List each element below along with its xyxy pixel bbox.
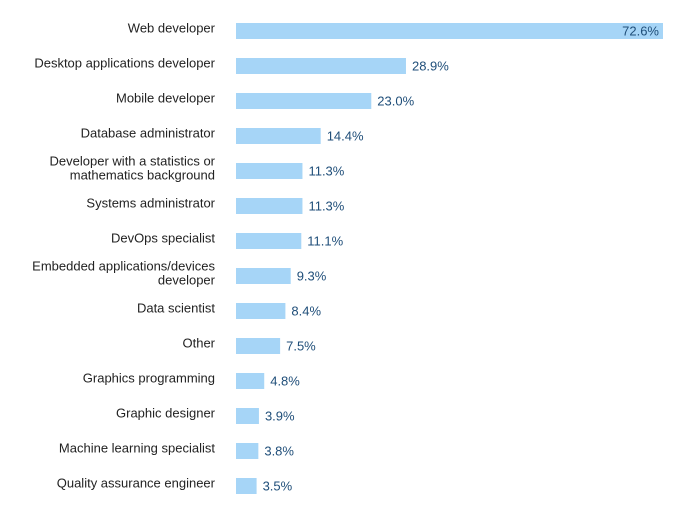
- category-label: Graphics programming: [83, 370, 215, 385]
- value-label: 28.9%: [412, 58, 449, 73]
- bar: [236, 233, 302, 249]
- category-label: Other: [182, 335, 215, 350]
- value-label: 4.8%: [270, 373, 300, 388]
- bar: [236, 338, 281, 354]
- value-label: 23.0%: [377, 93, 414, 108]
- category-label: Systems administrator: [86, 195, 215, 210]
- category-label-line: Database administrator: [81, 125, 216, 140]
- category-label-line: Graphics programming: [83, 370, 215, 385]
- bar: [236, 443, 259, 459]
- value-labels: 72.6% 28.9% 23.0% 14.4% 11.3% 11.3% 11.1% 9.3% 8…: [263, 23, 660, 493]
- bar: [236, 23, 663, 39]
- value-label: 3.5%: [263, 478, 293, 493]
- category-label: Database administrator: [81, 125, 216, 140]
- category-label-line: Desktop applications developer: [34, 55, 215, 70]
- bar: [236, 163, 303, 179]
- bars: [236, 23, 663, 494]
- category-label: Machine learning specialist: [59, 440, 215, 455]
- category-label-line: Machine learning specialist: [59, 440, 215, 455]
- category-label: Quality assurance engineer: [57, 475, 216, 490]
- category-label-line: Web developer: [128, 20, 216, 35]
- bar: [236, 93, 372, 109]
- value-label: 14.4%: [327, 128, 364, 143]
- category-label-line: Data scientist: [137, 300, 215, 315]
- category-label-line: Systems administrator: [86, 195, 215, 210]
- value-label: 3.8%: [264, 443, 294, 458]
- category-labels: Web developer Desktop applications develo…: [32, 20, 216, 490]
- category-label: DevOps specialist: [111, 230, 215, 245]
- category-label: Embedded applications/devices developer: [32, 258, 216, 287]
- value-label: 9.3%: [297, 268, 327, 283]
- value-label: 7.5%: [286, 338, 316, 353]
- bar: [236, 198, 303, 214]
- value-label: 3.9%: [265, 408, 295, 423]
- value-label: 8.4%: [291, 303, 321, 318]
- bar: [236, 128, 321, 144]
- value-label: 11.1%: [307, 233, 343, 248]
- category-label: Graphic designer: [116, 405, 216, 420]
- bar: [236, 373, 265, 389]
- category-label-line: Other: [182, 335, 215, 350]
- bar: [236, 408, 259, 424]
- category-label-line: Mobile developer: [116, 90, 216, 105]
- bar: [236, 58, 406, 74]
- category-label: Web developer: [128, 20, 216, 35]
- category-label: Mobile developer: [116, 90, 216, 105]
- category-label-line: developer: [158, 272, 216, 287]
- value-label: 11.3%: [308, 198, 344, 213]
- value-label: 11.3%: [308, 163, 344, 178]
- category-label-line: DevOps specialist: [111, 230, 215, 245]
- category-label-line: mathematics background: [70, 167, 215, 182]
- category-label: Developer with a statistics or mathematic…: [50, 153, 216, 182]
- category-label-line: Developer with a statistics or: [50, 153, 216, 168]
- category-label-line: Graphic designer: [116, 405, 216, 420]
- bar: [236, 268, 291, 284]
- category-label-line: Embedded applications/devices: [32, 258, 215, 273]
- category-label: Data scientist: [137, 300, 215, 315]
- bar: [236, 478, 257, 494]
- category-label: Desktop applications developer: [34, 55, 215, 70]
- category-label-line: Quality assurance engineer: [57, 475, 216, 490]
- value-label: 72.6%: [622, 23, 659, 38]
- bar: [236, 303, 286, 319]
